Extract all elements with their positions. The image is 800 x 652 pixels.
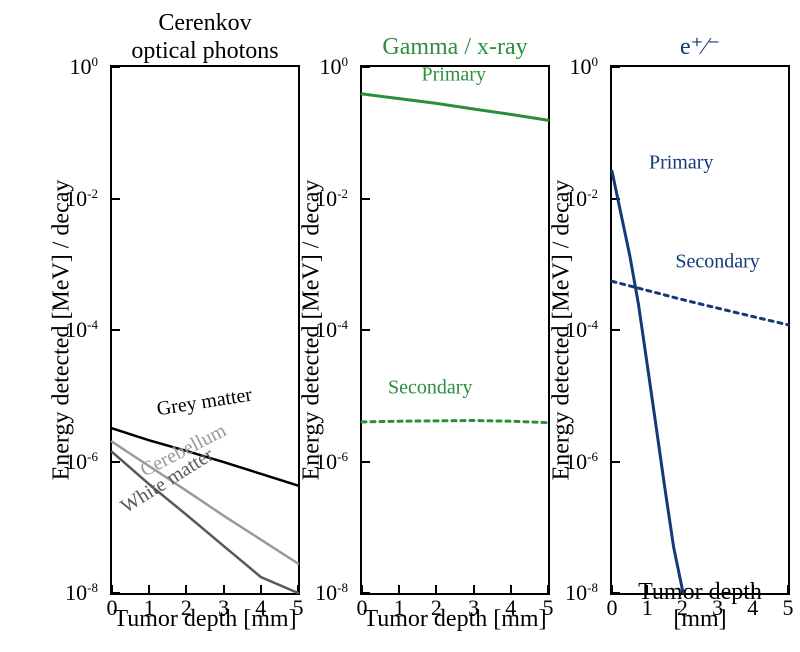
series-secondary (362, 421, 548, 423)
title-line1: e⁺⁄⁻ (680, 34, 720, 60)
title-line2: optical photons (131, 38, 278, 64)
x-tick-label: 1 (144, 595, 155, 621)
y-tick-label: 10-8 (65, 580, 98, 606)
y-tick-label: 10-4 (565, 317, 598, 343)
title-line1: Cerenkov (158, 10, 251, 36)
y-tick-label: 100 (70, 54, 99, 80)
panel-cerenkov: Cerenkovoptical photonsTumor depth [mm]E… (110, 65, 300, 595)
x-tick-label: 5 (543, 595, 554, 621)
y-tick-label: 10-8 (565, 580, 598, 606)
y-tick-label: 10-2 (565, 185, 598, 211)
plot-area (112, 67, 298, 593)
x-tick-label: 2 (677, 595, 688, 621)
panel-title: Cerenkovoptical photons (112, 9, 298, 65)
panel-title: e⁺⁄⁻ (612, 33, 788, 61)
y-tick-label: 10-6 (315, 448, 348, 474)
panel-electron: e⁺⁄⁻Tumor depth [mm]Energy detected [MeV… (610, 65, 790, 595)
series-primary (362, 94, 548, 120)
series-label: Secondary (675, 250, 759, 273)
x-tick-label: 2 (431, 595, 442, 621)
plot-area (612, 67, 788, 593)
series-white-matter (112, 452, 298, 593)
x-tick-label: 1 (394, 595, 405, 621)
plot-area (362, 67, 548, 593)
x-tick-label: 5 (293, 595, 304, 621)
y-tick-label: 10-4 (65, 317, 98, 343)
series-primary (612, 171, 683, 593)
y-tick-label: 10-2 (65, 185, 98, 211)
x-tick-label: 4 (747, 595, 758, 621)
x-tick-label: 4 (255, 595, 266, 621)
y-tick-label: 10-6 (565, 448, 598, 474)
x-tick-label: 0 (607, 595, 618, 621)
x-tick-label: 5 (783, 595, 794, 621)
y-tick-label: 10-6 (65, 448, 98, 474)
panel-gamma: Gamma / x-rayTumor depth [mm]Energy dete… (360, 65, 550, 595)
x-tick-label: 1 (642, 595, 653, 621)
y-tick-label: 10-4 (315, 317, 348, 343)
x-tick-label: 3 (468, 595, 479, 621)
panel-title: Gamma / x-ray (362, 33, 548, 61)
x-tick-label: 3 (712, 595, 723, 621)
y-tick-label: 10-2 (315, 185, 348, 211)
title-line1: Gamma / x-ray (382, 34, 527, 60)
series-label: Secondary (388, 377, 472, 400)
y-tick-label: 100 (570, 54, 599, 80)
x-tick-label: 4 (505, 595, 516, 621)
y-tick-label: 100 (320, 54, 349, 80)
x-tick-label: 2 (181, 595, 192, 621)
x-axis-label: Tumor depth [mm] (112, 606, 298, 633)
x-tick-label: 0 (107, 595, 118, 621)
x-axis-label: Tumor depth [mm] (362, 606, 548, 633)
series-label: Primary (649, 151, 713, 174)
x-tick-label: 0 (357, 595, 368, 621)
y-tick-label: 10-8 (315, 580, 348, 606)
series-label: Primary (422, 64, 486, 87)
x-tick-label: 3 (218, 595, 229, 621)
figure-root: Cerenkovoptical photonsTumor depth [mm]E… (0, 0, 800, 652)
